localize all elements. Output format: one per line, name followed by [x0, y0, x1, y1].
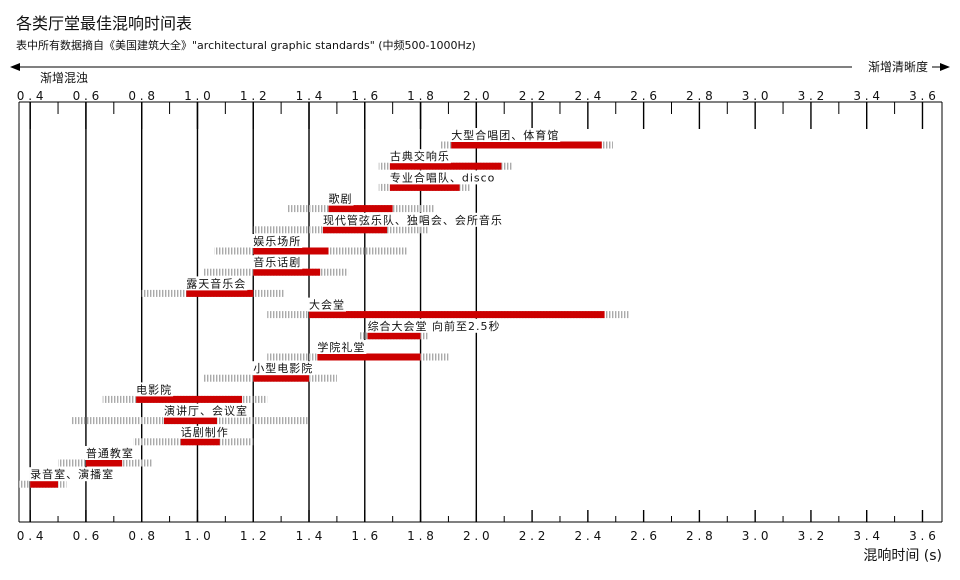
bottom-tick-label-1.6: 1 . 6 — [351, 529, 378, 543]
row-12-label-bg — [135, 382, 174, 397]
row-6-optimal-bar — [253, 268, 321, 276]
row-13-label: 演讲厅、会议室 — [164, 404, 248, 418]
top-tick-label-1.4: 1 . 4 — [296, 89, 323, 103]
top-tick-label-0.8: 0 . 8 — [128, 89, 155, 103]
top-tick-label-3.4: 3 . 4 — [853, 89, 880, 103]
row-8-optimal-bar — [309, 311, 605, 319]
row-4-label: 现代管弦乐队、独唱会、会所音乐 — [323, 213, 503, 227]
top-tick-label-1.8: 1 . 8 — [407, 89, 434, 103]
bottom-tick-label-0.4: 0 . 4 — [17, 529, 44, 543]
row-7-optimal-bar — [186, 289, 254, 297]
direction-right-bg — [852, 57, 932, 73]
bottom-tick-label-0.8: 0 . 8 — [128, 529, 155, 543]
row-10-label-bg — [316, 340, 367, 354]
row-7-label-bg — [185, 276, 248, 291]
row-9-label-bg — [366, 318, 502, 333]
row-14-label: 话剧制作 — [181, 426, 229, 439]
x-axis-label: 混响时间 (s) — [863, 548, 942, 564]
row-2-label: 专业合唱队、disco — [390, 170, 496, 184]
row-16-label: 录音室、演播室 — [30, 467, 114, 481]
row-3-label: 歌剧 — [329, 192, 353, 206]
row-2-optimal-bar — [389, 183, 460, 191]
bottom-tick-label-1.4: 1 . 4 — [296, 529, 323, 543]
top-tick-label-1.0: 1 . 0 — [184, 89, 211, 103]
bottom-tick-label-2.4: 2 . 4 — [574, 529, 601, 543]
top-tick-label-3.2: 3 . 2 — [798, 89, 825, 103]
top-tick-label-2.0: 2 . 0 — [463, 89, 490, 103]
row-4-optimal-bar — [322, 226, 388, 234]
bottom-tick-label-2.6: 2 . 6 — [630, 529, 657, 543]
row-15-optimal-bar — [85, 459, 123, 467]
row-8-label-bg — [308, 297, 347, 312]
bottom-tick-label-3.4: 3 . 4 — [853, 529, 880, 543]
row-14-label-bg — [179, 425, 230, 439]
direction-left-bg — [38, 70, 90, 84]
bottom-tick-label-2.0: 2 . 0 — [463, 529, 490, 543]
row-6-label: 音乐话剧 — [253, 255, 301, 269]
bottom-tick-label-1.2: 1 . 2 — [240, 529, 267, 543]
row-11-label: 小型电影院 — [253, 361, 313, 375]
top-tick-label-2.8: 2 . 8 — [686, 89, 713, 103]
row-15-label: 普通教室 — [86, 446, 134, 460]
chart-subtitle: 表中所有数据摘自《美国建筑大全》"architectural graphic s… — [16, 39, 476, 52]
direction-left-label: 渐增混浊 — [40, 71, 88, 85]
top-tick-label-1.6: 1 . 6 — [351, 89, 378, 103]
direction-right-label: 渐增清晰度 — [868, 59, 928, 74]
row-1-optimal-bar — [389, 162, 502, 170]
bottom-tick-label-3.2: 3 . 2 — [798, 529, 825, 543]
bottom-tick-label-2.8: 2 . 8 — [686, 529, 713, 543]
top-tick-label-3.0: 3 . 0 — [742, 89, 769, 103]
bottom-tick-label-1.8: 1 . 8 — [407, 529, 434, 543]
row-5-label: 娱乐场所 — [253, 234, 301, 248]
bottom-tick-label-0.6: 0 . 6 — [73, 529, 100, 543]
row-8-label: 大会堂 — [309, 298, 345, 312]
top-tick-label-0.6: 0 . 6 — [73, 89, 100, 103]
row-2-label-bg — [388, 170, 497, 185]
row-6-label-bg — [252, 255, 303, 270]
row-4-label-bg — [321, 212, 504, 227]
row-10-label: 学院礼堂 — [317, 340, 365, 354]
row-12-label: 电影院 — [136, 382, 172, 396]
row-0-label: 大型合唱团、体育馆 — [451, 128, 559, 142]
row-1-label-bg — [388, 149, 451, 164]
row-9-label: 综合大会堂 向前至2.5秒 — [368, 319, 501, 333]
row-3-optimal-bar — [328, 205, 393, 213]
row-12-optimal-bar — [136, 395, 243, 403]
row-5-optimal-bar — [253, 247, 329, 255]
arrow-right-icon — [940, 63, 950, 71]
bottom-tick-label-2.2: 2 . 2 — [519, 529, 546, 543]
row-5-label-bg — [252, 234, 303, 248]
chart-title: 各类厅堂最佳混响时间表 — [16, 14, 193, 33]
top-tick-label-1.2: 1 . 2 — [240, 89, 267, 103]
row-3-label-bg — [327, 191, 354, 206]
row-7-label: 露天音乐会 — [186, 276, 246, 290]
row-1-label: 古典交响乐 — [390, 149, 450, 163]
row-13-label-bg — [163, 403, 250, 418]
bottom-tick-label-3.0: 3 . 0 — [742, 529, 769, 543]
bottom-tick-label-3.6: 3 . 6 — [909, 529, 936, 543]
bottom-tick-label-1.0: 1 . 0 — [184, 529, 211, 543]
row-10-optimal-bar — [317, 353, 421, 361]
row-13-optimal-bar — [164, 417, 217, 425]
top-tick-label-2.2: 2 . 2 — [519, 89, 546, 103]
top-tick-label-0.4: 0 . 4 — [17, 89, 44, 103]
row-14-optimal-bar — [180, 438, 220, 446]
arrow-left-icon — [10, 63, 20, 71]
top-tick-label-2.4: 2 . 4 — [574, 89, 601, 103]
row-9-optimal-bar — [367, 332, 421, 340]
row-16-label-bg — [29, 467, 116, 482]
row-16-optimal-bar — [30, 480, 59, 488]
row-0-optimal-bar — [451, 141, 602, 149]
row-0-label-bg — [450, 128, 561, 142]
row-11-optimal-bar — [253, 374, 310, 382]
top-tick-label-2.6: 2 . 6 — [630, 89, 657, 103]
row-15-label-bg — [84, 446, 135, 460]
row-11-label-bg — [252, 361, 315, 376]
top-tick-label-3.6: 3 . 6 — [909, 89, 936, 103]
